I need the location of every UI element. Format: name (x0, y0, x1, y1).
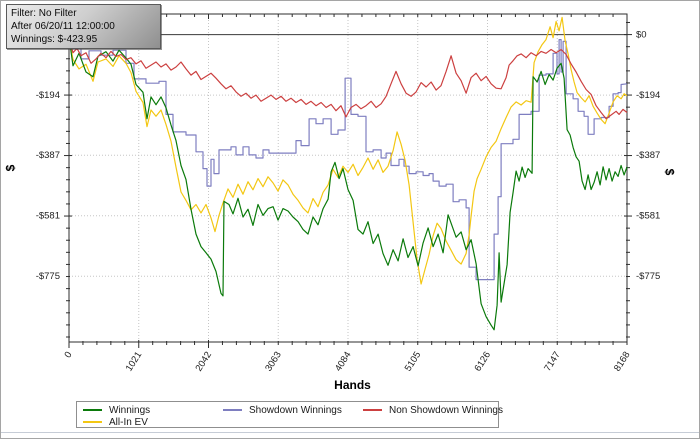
y-tick-label-right: -$194 (636, 90, 660, 101)
all-in-ev-line-swatch (83, 421, 102, 423)
non-showdown-winnings-line-swatch (363, 409, 382, 411)
series-lines (68, 16, 628, 331)
showdown-winnings-line-swatch (223, 409, 242, 411)
legend-item-non-showdown-winnings: Non Showdown Winnings (363, 404, 503, 416)
x-tick-label: 1021 (124, 350, 145, 374)
legend-item-all-in-ev: All-In EV (83, 416, 148, 428)
y-axis-title-left: $ (3, 164, 18, 172)
legend-label: All-In EV (109, 416, 148, 428)
x-tick-label: 4084 (333, 350, 354, 374)
x-tick-label: 6126 (473, 350, 494, 374)
plot-frame (68, 13, 628, 343)
winnings-line-swatch (83, 409, 102, 411)
legend-label: Winnings (109, 404, 151, 416)
x-axis-title: Hands (334, 378, 371, 392)
x-tick-label: 5105 (403, 350, 424, 374)
y-tick-label-right: $0 (636, 30, 647, 41)
filter-line: Filter: No Filter (11, 8, 77, 19)
x-tick-label: 0 (62, 350, 74, 360)
series-line-winnings (68, 36, 628, 331)
x-tick-label: 2042 (194, 350, 215, 374)
y-tick-label-left: -$387 (36, 150, 60, 161)
y-tick-label-right: -$581 (636, 211, 660, 222)
filter-info-box: Filter: No Filter After 06/20/11 12:00:0… (6, 4, 161, 49)
y-tick-label-left: -$581 (36, 211, 60, 222)
y-axis-title-right: $ (662, 168, 677, 176)
after-date-line: After 06/20/11 12:00:00 (11, 21, 115, 32)
legend-item-showdown-winnings: Showdown Winnings (223, 404, 342, 416)
gridlines (69, 14, 627, 342)
x-tick-label: 8168 (612, 350, 633, 374)
legend-item-winnings: Winnings (83, 404, 151, 416)
bottom-divider (1, 432, 699, 433)
y-tick-label-right: -$775 (636, 271, 660, 282)
legend-label: Showdown Winnings (249, 404, 342, 416)
series-line-all-in-ev (68, 16, 628, 285)
series-line-non-showdown-winnings (68, 38, 628, 120)
y-tick-label-left: -$194 (36, 90, 60, 101)
series-line-showdown-winnings (69, 34, 628, 281)
y-tick-label-right: -$387 (636, 150, 660, 161)
x-tick-label: 7147 (542, 350, 563, 374)
winnings-total-line: Winnings: $-423.95 (11, 34, 98, 45)
legend-label: Non Showdown Winnings (389, 404, 503, 416)
x-tick-label: 3063 (263, 350, 284, 374)
axis-ticks (64, 14, 632, 348)
legend: Winnings All-In EV Showdown Winnings Non… (76, 401, 503, 428)
y-tick-label-left: -$775 (36, 271, 60, 282)
